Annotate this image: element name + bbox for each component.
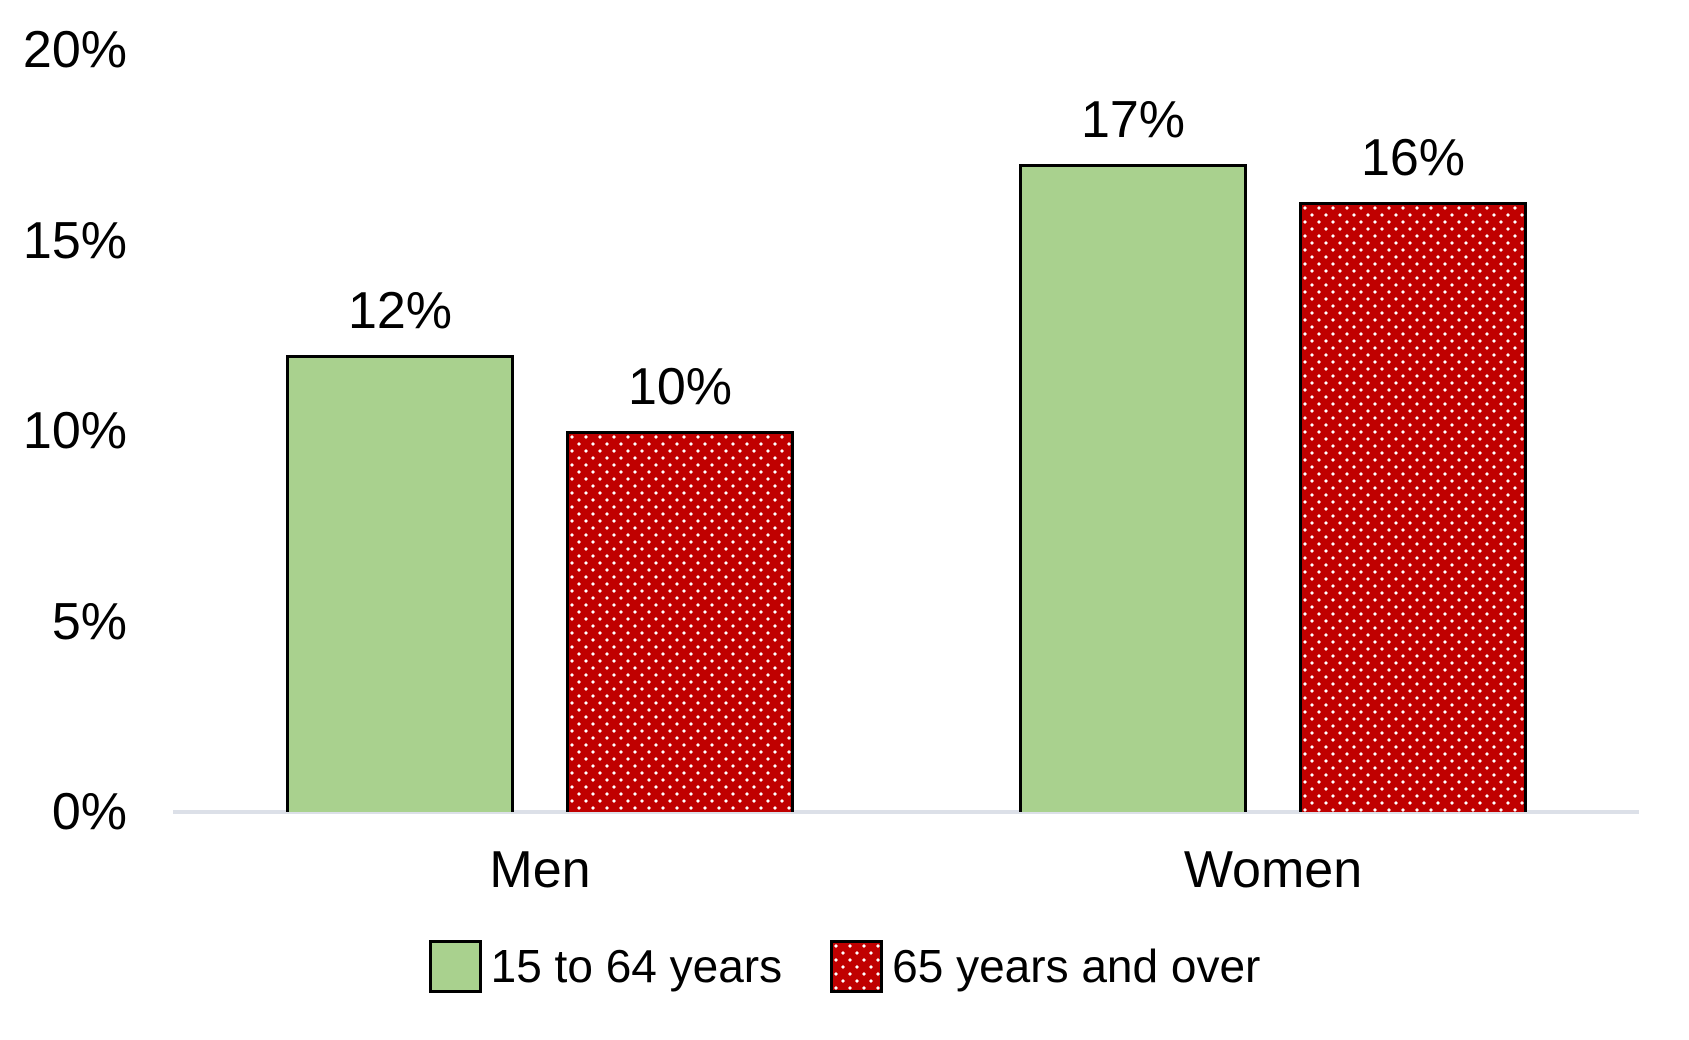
x-axis-line bbox=[173, 810, 1639, 814]
bar-15-to-64-years-men bbox=[286, 354, 514, 812]
bar-data-label: 12% bbox=[347, 281, 453, 340]
y-axis-tick-label: 10% bbox=[22, 402, 127, 460]
legend-item-1: 65 years and over bbox=[830, 940, 1260, 993]
y-axis-tick-label: 20% bbox=[22, 21, 127, 79]
y-axis-tick-label: 5% bbox=[51, 592, 127, 651]
category-label-men: Men bbox=[489, 841, 591, 899]
bar-data-label: 10% bbox=[627, 358, 733, 416]
y-axis-tick-label: 15% bbox=[22, 211, 127, 270]
legend-series-label: 15 to 64 years bbox=[490, 940, 783, 992]
bar-65-years-and-over-men bbox=[566, 431, 794, 812]
bar-data-label: 16% bbox=[1360, 129, 1466, 188]
bar-data-label: 17% bbox=[1080, 91, 1186, 150]
bar-65-years-and-over-women bbox=[1299, 202, 1527, 812]
bar-15-to-64-years-women bbox=[1019, 164, 1247, 812]
legend-swatch-dotted bbox=[830, 940, 884, 993]
y-axis-tick-label: 0% bbox=[51, 783, 127, 841]
legend-series-label: 65 years and over bbox=[892, 940, 1261, 992]
legend-swatch-solid bbox=[428, 940, 482, 993]
legend: 15 to 64 years 65 years and over bbox=[0, 940, 1689, 993]
category-label-women: Women bbox=[1183, 841, 1363, 899]
legend-item-0: 15 to 64 years bbox=[428, 940, 783, 993]
